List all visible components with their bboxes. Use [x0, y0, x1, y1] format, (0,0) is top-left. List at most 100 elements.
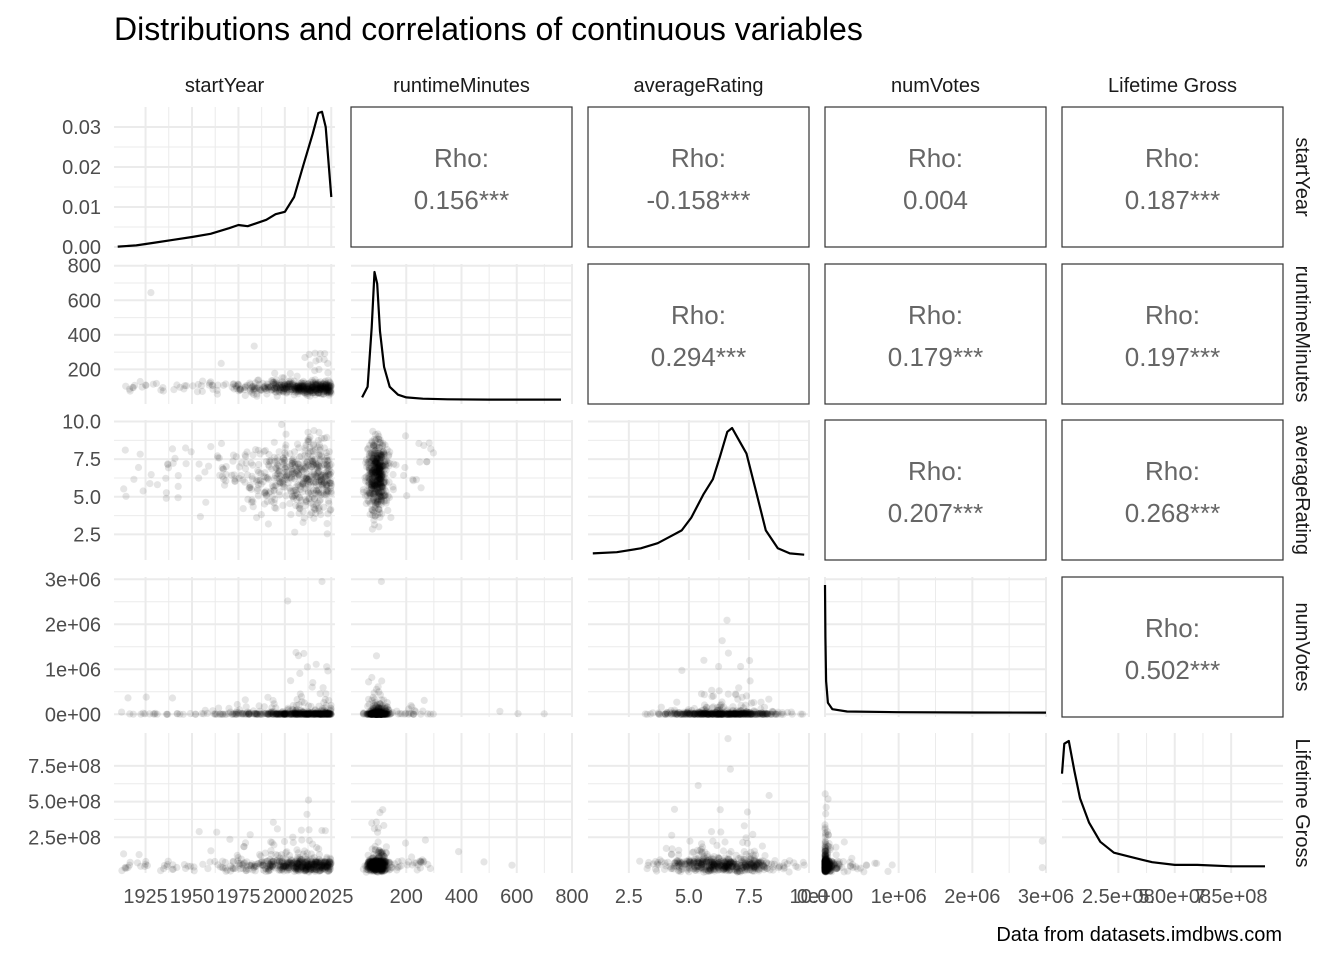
scatter-point: [315, 355, 323, 363]
scatter-point: [289, 383, 297, 391]
scatter-point: [765, 695, 773, 703]
scatter-point: [327, 382, 335, 390]
scatter-point: [294, 384, 302, 392]
scatter-point: [321, 350, 329, 358]
scatter-point: [326, 379, 334, 387]
scatter-point: [249, 382, 257, 390]
scatter-point: [320, 387, 328, 395]
scatter-point: [324, 383, 332, 392]
scatter-point: [303, 710, 311, 718]
scatter-point: [312, 660, 320, 668]
correlation-panel-border: [824, 106, 1047, 248]
scatter-point: [394, 710, 402, 718]
scatter-point: [142, 381, 150, 390]
scatter-point: [291, 386, 299, 394]
scatter-point: [317, 384, 325, 392]
scatter-point: [417, 484, 425, 492]
scatter-point: [126, 387, 134, 395]
scatter-point: [323, 530, 331, 538]
scatter-point: [653, 867, 661, 875]
scatter-point: [187, 862, 195, 870]
scatter-point: [319, 380, 327, 388]
scatter-point: [298, 380, 306, 388]
scatter-point: [279, 388, 287, 396]
scatter-point: [316, 386, 324, 394]
scatter-point: [713, 841, 721, 850]
scatter-point: [311, 382, 320, 390]
scatter-point: [323, 389, 331, 397]
scatter-point: [248, 389, 256, 397]
scatter-point: [312, 501, 320, 509]
scatter-point: [316, 446, 324, 454]
scatter-point: [295, 386, 303, 394]
scatter-point: [249, 461, 257, 469]
scatter-point: [296, 383, 304, 391]
scatter-point: [308, 387, 316, 395]
scatter-point: [323, 384, 331, 393]
scatter-point: [274, 382, 282, 390]
scatter-point: [376, 691, 384, 699]
density-curve: [592, 426, 805, 556]
scatter-point: [299, 382, 307, 390]
scatter-point: [270, 386, 278, 394]
scatter-point: [312, 380, 320, 388]
scatter-point: [160, 861, 168, 870]
scatter-point: [291, 528, 299, 536]
scatter-point: [307, 499, 315, 507]
scatter-point: [324, 387, 332, 395]
scatter-point: [316, 385, 324, 393]
scatter-point: [253, 390, 261, 398]
scatter-point: [280, 384, 288, 393]
scatter-point: [200, 710, 208, 718]
scatter-point: [327, 386, 335, 394]
scatter-point: [315, 385, 323, 393]
scatter-point: [368, 845, 376, 853]
scatter-point: [293, 440, 302, 448]
scatter-point: [312, 388, 320, 397]
scatter-point: [305, 382, 313, 390]
scatter-point: [294, 382, 302, 390]
scatter-point: [315, 462, 323, 470]
scatter-point: [325, 386, 333, 395]
scatter-point: [707, 828, 716, 836]
panel-4-2: [588, 733, 810, 876]
scatter-point: [310, 388, 318, 397]
scatter-point: [255, 384, 263, 392]
panel-0-2: Rho:-0.158***: [587, 106, 810, 248]
scatter-point: [279, 387, 287, 395]
scatter-point: [129, 383, 137, 392]
scatter-point: [386, 710, 394, 718]
scatter-point: [320, 384, 328, 392]
scatter-point: [219, 710, 227, 718]
scatter-point: [269, 380, 277, 388]
scatter-point: [283, 471, 291, 479]
scatter-point: [310, 385, 319, 393]
scatter-point: [302, 384, 310, 392]
correlation-value: -0.158***: [646, 185, 750, 215]
scatter-point: [182, 460, 190, 468]
scatter-point: [301, 465, 309, 473]
correlation-panel-border: [1061, 263, 1284, 405]
scatter-point: [284, 383, 293, 391]
scatter-point: [257, 386, 265, 394]
scatter-point: [323, 489, 331, 497]
scatter-point: [324, 369, 332, 377]
scatter-point: [209, 385, 217, 393]
scatter-point: [273, 392, 281, 400]
scatter-point: [195, 460, 203, 468]
scatter-point: [737, 662, 745, 671]
scatter-point: [286, 380, 294, 388]
scatter-point: [312, 386, 320, 394]
scatter-point: [389, 470, 397, 479]
scatter-point: [304, 488, 312, 496]
scatter-point: [392, 461, 400, 469]
scatter-point: [266, 383, 275, 391]
scatter-point: [272, 504, 280, 512]
scatter-point: [715, 662, 723, 671]
correlation-label: Rho:: [1145, 300, 1200, 330]
scatter-point: [235, 385, 244, 393]
scatter-point: [290, 391, 298, 399]
scatter-point: [315, 389, 323, 397]
scatter-point: [173, 710, 181, 718]
scatter-point: [322, 382, 330, 390]
